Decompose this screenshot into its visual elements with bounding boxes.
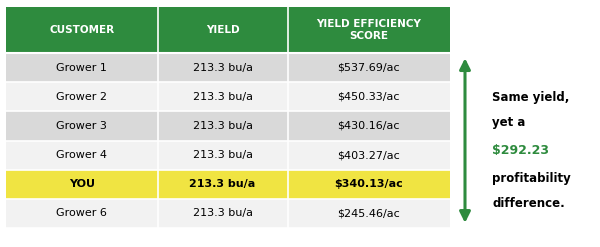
Text: Grower 3: Grower 3	[56, 121, 107, 131]
FancyBboxPatch shape	[287, 170, 450, 199]
FancyBboxPatch shape	[158, 53, 287, 82]
Text: $245.46/ac: $245.46/ac	[337, 208, 400, 218]
Text: 213.3 bu/a: 213.3 bu/a	[193, 63, 253, 73]
FancyBboxPatch shape	[6, 53, 158, 82]
Text: YOU: YOU	[69, 179, 95, 189]
Text: Same yield,: Same yield,	[492, 91, 569, 104]
Text: 213.3 bu/a: 213.3 bu/a	[190, 179, 256, 189]
FancyBboxPatch shape	[158, 7, 287, 53]
Text: difference.: difference.	[492, 197, 565, 210]
FancyBboxPatch shape	[158, 111, 287, 141]
Text: $340.13/ac: $340.13/ac	[334, 179, 403, 189]
Text: profitability: profitability	[492, 172, 571, 185]
FancyBboxPatch shape	[287, 141, 450, 170]
Text: yet a: yet a	[492, 116, 526, 128]
Text: 213.3 bu/a: 213.3 bu/a	[193, 208, 253, 218]
FancyBboxPatch shape	[287, 111, 450, 141]
FancyBboxPatch shape	[158, 141, 287, 170]
Text: $537.69/ac: $537.69/ac	[337, 63, 400, 73]
FancyBboxPatch shape	[6, 141, 158, 170]
Text: 213.3 bu/a: 213.3 bu/a	[193, 150, 253, 160]
Text: YIELD EFFICIENCY
SCORE: YIELD EFFICIENCY SCORE	[316, 19, 421, 41]
Text: $292.23: $292.23	[492, 144, 549, 157]
FancyBboxPatch shape	[6, 170, 158, 199]
FancyBboxPatch shape	[6, 199, 158, 228]
Text: CUSTOMER: CUSTOMER	[49, 25, 115, 35]
FancyBboxPatch shape	[287, 7, 450, 53]
Text: Grower 6: Grower 6	[56, 208, 107, 218]
FancyBboxPatch shape	[287, 53, 450, 82]
Text: YIELD: YIELD	[206, 25, 239, 35]
Text: 213.3 bu/a: 213.3 bu/a	[193, 92, 253, 102]
FancyBboxPatch shape	[6, 111, 158, 141]
FancyBboxPatch shape	[158, 82, 287, 111]
FancyBboxPatch shape	[6, 82, 158, 111]
Text: $403.27/ac: $403.27/ac	[337, 150, 400, 160]
FancyBboxPatch shape	[287, 199, 450, 228]
FancyBboxPatch shape	[287, 82, 450, 111]
Text: 213.3 bu/a: 213.3 bu/a	[193, 121, 253, 131]
Text: $430.16/ac: $430.16/ac	[338, 121, 400, 131]
Text: $450.33/ac: $450.33/ac	[338, 92, 400, 102]
FancyBboxPatch shape	[6, 7, 158, 53]
FancyBboxPatch shape	[158, 170, 287, 199]
Text: Grower 1: Grower 1	[56, 63, 107, 73]
Text: Grower 4: Grower 4	[56, 150, 107, 160]
Text: Grower 2: Grower 2	[56, 92, 107, 102]
FancyBboxPatch shape	[158, 199, 287, 228]
